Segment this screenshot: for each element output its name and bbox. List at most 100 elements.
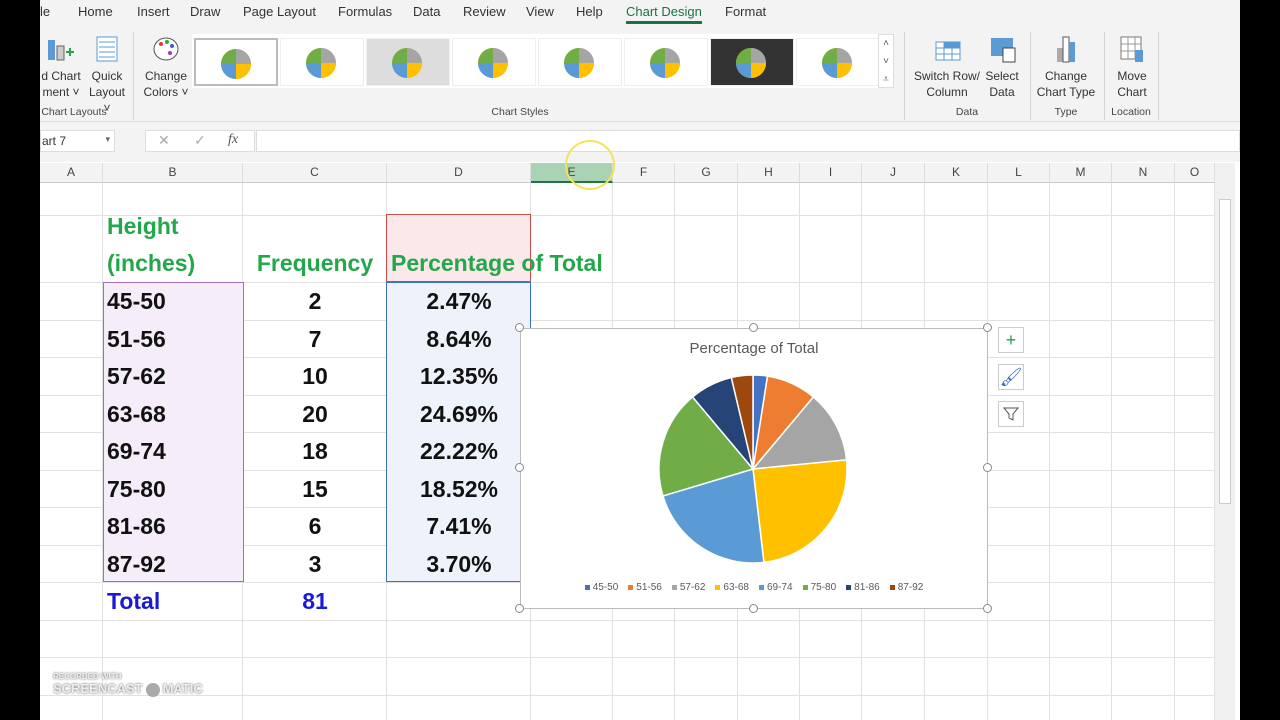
column-header-F[interactable]: F [613,163,675,183]
quick-layout-button[interactable]: Quick Layout ˅ [85,34,129,116]
pie-slice-63-68[interactable] [752,459,848,564]
cell-range[interactable]: 63-68 [107,400,166,427]
cell-frequency[interactable]: 6 [308,513,322,539]
legend-item[interactable]: 63-68 [715,582,749,593]
tab-le[interactable]: le [40,4,51,19]
cell-percentage[interactable]: 12.35% [419,363,498,389]
change-colors-button[interactable]: Change Colors ˅ [140,34,192,100]
cell-range[interactable]: 75-80 [107,475,166,502]
chart-filters-button[interactable] [998,401,1024,427]
tab-chart-design[interactable]: Chart Design [626,4,702,24]
column-header-A[interactable]: A [40,163,103,183]
tab-data[interactable]: Data [413,4,441,19]
column-header-C[interactable]: C [243,163,387,183]
column-header-I[interactable]: I [800,163,862,183]
tab-draw[interactable]: Draw [190,4,221,19]
resize-handle[interactable] [983,463,992,472]
change-chart-type-button[interactable]: Change Chart Type [1034,34,1098,100]
cell-percentage[interactable]: 18.52% [419,475,498,502]
vertical-scrollbar[interactable] [1215,163,1235,720]
column-header-B[interactable]: B [103,163,243,183]
resize-handle[interactable] [983,604,992,613]
legend-item[interactable]: 81-86 [846,582,880,593]
move-chart-button[interactable]: Move Chart [1110,34,1154,100]
cancel-icon[interactable]: ✕ [158,132,170,148]
resize-handle[interactable] [749,604,758,613]
tab-format[interactable]: Format [725,4,767,19]
cell-percentage[interactable]: 3.70% [426,550,492,577]
cell-percentage[interactable]: 7.41% [426,513,492,539]
resize-handle[interactable] [515,604,524,613]
resize-handle[interactable] [983,323,992,332]
column-header-N[interactable]: N [1112,163,1175,183]
chart-legend[interactable]: 45-50 51-56 57-62 63-68 69-74 75-80 81-86 87-92 [521,582,987,593]
tab-review[interactable]: Review [463,4,506,19]
switch-row-column-button[interactable]: Switch Row/Column [912,34,982,100]
tab-page-layout[interactable]: Page Layout [243,4,317,19]
column-header-H[interactable]: H [738,163,800,183]
total-label[interactable]: Total [107,588,161,614]
tab-view[interactable]: View [526,4,554,19]
chart-style-thumbnail[interactable] [710,38,794,86]
add-chart-element-button[interactable]: d Chart ment ˅ [40,34,82,100]
column-header-O[interactable]: O [1175,163,1215,183]
cell-frequency[interactable]: 10 [302,363,328,389]
column-header-G[interactable]: G [675,163,738,183]
enter-icon[interactable]: ✓ [194,132,206,148]
fx-icon[interactable]: fx [228,132,239,147]
tab-home[interactable]: Home [78,4,113,19]
chart-styles-button[interactable]: 🖌 [998,364,1024,390]
select-data-button[interactable]: Select Data [982,34,1022,100]
cell-frequency[interactable]: 18 [302,438,328,464]
pie-slice-87-92[interactable] [730,374,754,470]
chart-style-thumbnail[interactable] [796,38,880,86]
cell-frequency[interactable]: 7 [308,325,322,352]
cell-range[interactable]: 51-56 [107,325,166,352]
formula-input[interactable] [256,130,1240,152]
chart-style-thumbnail[interactable] [624,38,708,86]
chart-style-thumbnail[interactable] [280,38,364,86]
chart-title[interactable]: Percentage of Total [689,340,819,357]
cell-percentage[interactable]: 2.47% [426,288,492,314]
cell-frequency[interactable]: 3 [308,550,322,577]
column-header-M[interactable]: M [1050,163,1112,183]
cell-frequency[interactable]: 2 [308,288,322,314]
cell-percentage[interactable]: 8.64% [426,325,492,352]
cell-percentage[interactable]: 24.69% [419,400,498,427]
column-header-L[interactable]: L [988,163,1050,183]
chart-elements-button[interactable]: + [998,327,1024,353]
column-header-D[interactable]: D [387,163,531,183]
name-box[interactable]: art 7 ▾ [40,130,115,152]
tab-insert[interactable]: Insert [137,4,170,19]
chart-styles-gallery[interactable] [192,34,882,88]
gallery-scroll[interactable]: ˄ ˅ ⩡ [878,34,894,88]
chart-style-thumbnail[interactable] [538,38,622,86]
chart-style-thumbnail[interactable] [366,38,450,86]
chart-style-thumbnail[interactable] [452,38,536,86]
legend-item[interactable]: 87-92 [889,582,923,593]
pie-slice-69-74[interactable] [662,468,765,564]
legend-item[interactable]: 75-80 [802,582,836,593]
scroll-thumb[interactable] [1219,199,1231,504]
cell-range[interactable]: 87-92 [107,550,166,577]
column-header-K[interactable]: K [925,163,988,183]
legend-item[interactable]: 57-62 [671,582,705,593]
resize-handle[interactable] [515,463,524,472]
legend-item[interactable]: 69-74 [759,582,793,593]
legend-item[interactable]: 45-50 [584,582,618,593]
resize-handle[interactable] [749,323,758,332]
cell-range[interactable]: 81-86 [107,513,166,539]
total-value[interactable]: 81 [302,588,328,614]
pie-chart[interactable]: Percentage of Total 45-50 51-56 57-62 63-68… [520,328,988,609]
cell-frequency[interactable]: 15 [302,475,328,502]
legend-item[interactable]: 51-56 [628,582,662,593]
cell-frequency[interactable]: 20 [302,400,328,427]
resize-handle[interactable] [515,323,524,332]
pie-slice-75-80[interactable] [658,395,755,497]
tab-formulas[interactable]: Formulas [338,4,393,19]
cell-range[interactable]: 57-62 [107,363,166,389]
pie-slice-57-62[interactable] [751,395,848,470]
cell-range[interactable]: 69-74 [107,438,166,464]
tab-help[interactable]: Help [576,4,603,19]
column-header-J[interactable]: J [862,163,925,183]
